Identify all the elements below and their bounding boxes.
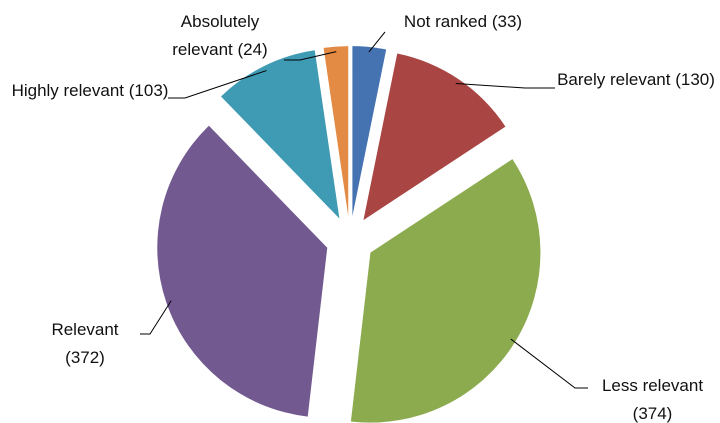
leader-line [510, 338, 588, 389]
data-label: Highly relevant (103) [5, 77, 175, 105]
label-value: (372) [65, 348, 105, 367]
pie-slice [323, 46, 349, 217]
label-value: (103) [128, 81, 169, 100]
label-category: Absolutely relevant [172, 12, 260, 59]
pie-slice [352, 46, 387, 217]
pie-slice [157, 125, 328, 417]
leader-line [368, 31, 386, 53]
label-value: (33) [491, 12, 523, 31]
data-label: Absolutely relevant (24) [160, 8, 280, 64]
label-value: (130) [675, 70, 715, 89]
data-label: Less relevant (374) [585, 372, 720, 423]
label-value: (24) [237, 40, 268, 59]
leader-line [168, 70, 267, 99]
data-label: Relevant (372) [30, 316, 140, 372]
label-category: Relevant [51, 320, 119, 339]
label-value: (374) [632, 404, 673, 423]
data-label: Not ranked (33) [383, 8, 543, 36]
leader-line [284, 51, 337, 61]
pie-slice [350, 159, 541, 423]
data-label: Barely relevant (130) [556, 66, 716, 94]
label-category: Highly relevant [11, 81, 125, 100]
label-category: Less relevant [601, 376, 704, 395]
pie-slice [363, 53, 506, 221]
leader-line [455, 82, 555, 89]
leader-line [140, 300, 172, 335]
label-category: Barely relevant [557, 70, 671, 89]
label-category: Not ranked [403, 12, 488, 31]
pie-slice [221, 50, 340, 219]
